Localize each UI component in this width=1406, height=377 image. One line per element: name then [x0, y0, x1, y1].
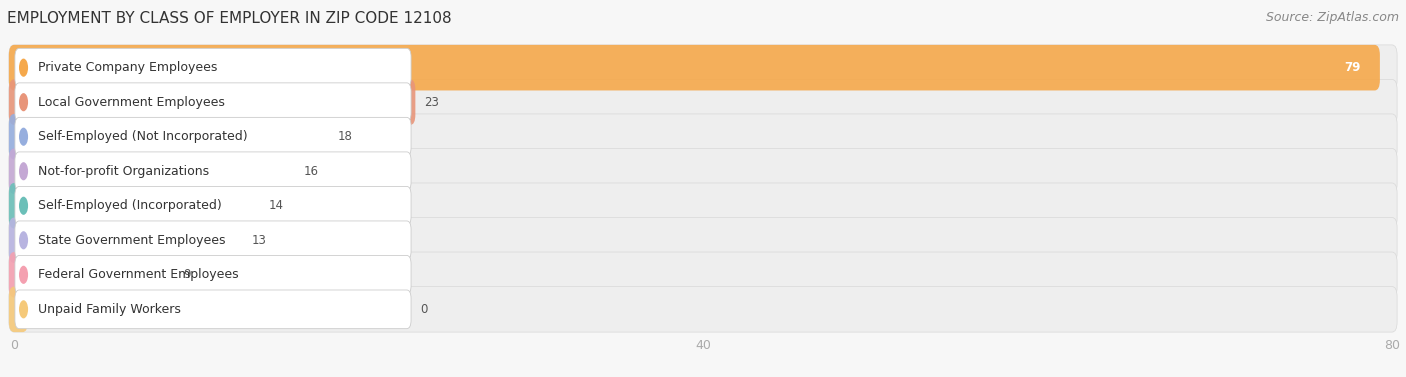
- Text: 79: 79: [1344, 61, 1361, 74]
- Circle shape: [20, 128, 28, 146]
- Circle shape: [20, 197, 28, 215]
- Text: 23: 23: [425, 96, 439, 109]
- FancyBboxPatch shape: [15, 117, 411, 156]
- FancyBboxPatch shape: [15, 290, 411, 329]
- FancyBboxPatch shape: [8, 114, 1398, 159]
- Text: 16: 16: [304, 165, 318, 178]
- Text: 14: 14: [269, 199, 284, 212]
- Text: 13: 13: [252, 234, 267, 247]
- FancyBboxPatch shape: [15, 83, 411, 121]
- Circle shape: [20, 300, 28, 319]
- Circle shape: [20, 231, 28, 249]
- FancyBboxPatch shape: [15, 152, 411, 190]
- Circle shape: [20, 162, 28, 180]
- FancyBboxPatch shape: [8, 80, 415, 125]
- FancyBboxPatch shape: [15, 48, 411, 87]
- FancyBboxPatch shape: [15, 221, 411, 260]
- FancyBboxPatch shape: [8, 218, 1398, 263]
- Text: 0: 0: [420, 303, 427, 316]
- Text: Private Company Employees: Private Company Employees: [38, 61, 218, 74]
- FancyBboxPatch shape: [8, 287, 1398, 332]
- FancyBboxPatch shape: [8, 45, 1398, 90]
- FancyBboxPatch shape: [8, 149, 295, 194]
- FancyBboxPatch shape: [8, 80, 1398, 125]
- Text: EMPLOYMENT BY CLASS OF EMPLOYER IN ZIP CODE 12108: EMPLOYMENT BY CLASS OF EMPLOYER IN ZIP C…: [7, 11, 451, 26]
- Text: Local Government Employees: Local Government Employees: [38, 96, 225, 109]
- Text: Source: ZipAtlas.com: Source: ZipAtlas.com: [1265, 11, 1399, 24]
- FancyBboxPatch shape: [8, 149, 1398, 194]
- FancyBboxPatch shape: [8, 45, 1379, 90]
- FancyBboxPatch shape: [8, 252, 174, 297]
- FancyBboxPatch shape: [15, 187, 411, 225]
- FancyBboxPatch shape: [8, 114, 329, 159]
- FancyBboxPatch shape: [15, 256, 411, 294]
- Text: Federal Government Employees: Federal Government Employees: [38, 268, 239, 281]
- Text: Self-Employed (Incorporated): Self-Employed (Incorporated): [38, 199, 222, 212]
- Text: Unpaid Family Workers: Unpaid Family Workers: [38, 303, 181, 316]
- Text: 9: 9: [183, 268, 190, 281]
- Text: Self-Employed (Not Incorporated): Self-Employed (Not Incorporated): [38, 130, 247, 143]
- FancyBboxPatch shape: [8, 183, 260, 228]
- Text: 18: 18: [337, 130, 353, 143]
- Circle shape: [20, 58, 28, 77]
- Circle shape: [20, 266, 28, 284]
- FancyBboxPatch shape: [8, 287, 28, 332]
- FancyBboxPatch shape: [8, 252, 1398, 297]
- Text: Not-for-profit Organizations: Not-for-profit Organizations: [38, 165, 209, 178]
- Circle shape: [20, 93, 28, 111]
- FancyBboxPatch shape: [8, 183, 1398, 228]
- Text: State Government Employees: State Government Employees: [38, 234, 226, 247]
- FancyBboxPatch shape: [8, 218, 243, 263]
